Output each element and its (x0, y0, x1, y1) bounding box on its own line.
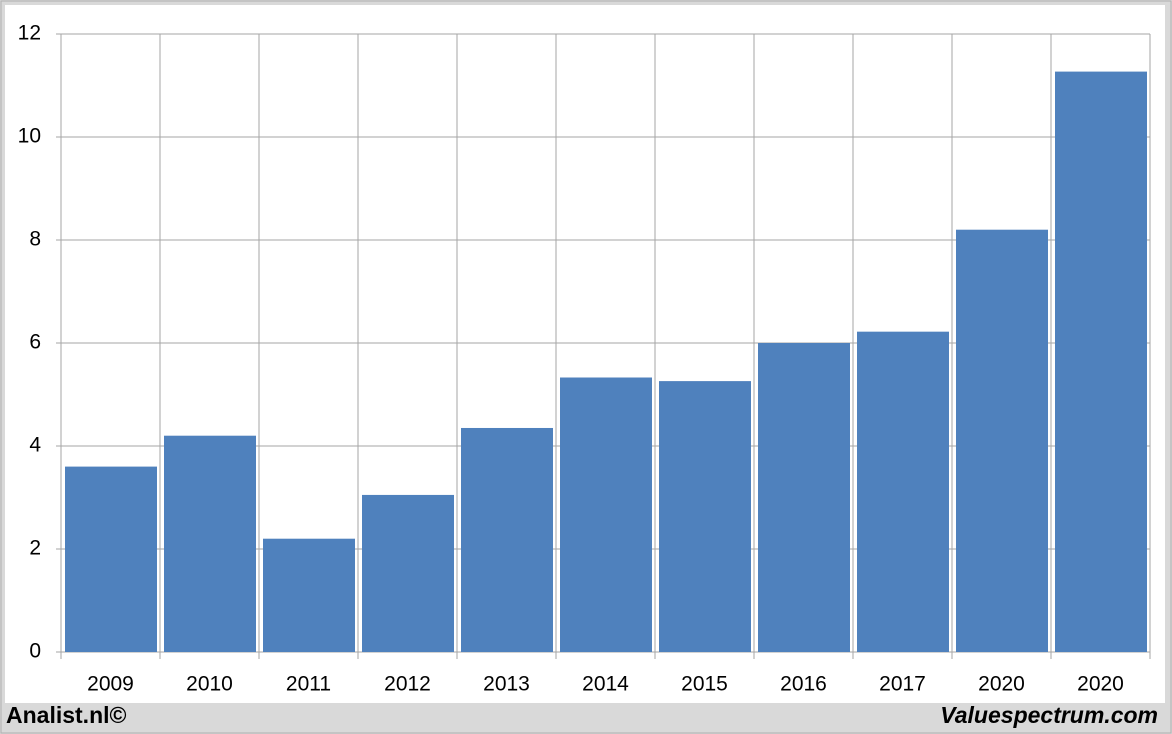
x-tick-label: 2016 (780, 673, 827, 696)
x-tick-label: 2017 (879, 673, 926, 696)
x-tick-label: 2020 (978, 673, 1025, 696)
bar (362, 494, 454, 652)
x-tick-label: 2012 (384, 673, 431, 696)
x-tick-label: 2014 (582, 673, 629, 696)
x-tick-label: 2011 (286, 673, 331, 696)
y-tick-label: 2 (29, 537, 41, 560)
y-tick-label: 4 (29, 434, 41, 457)
bar (164, 435, 256, 652)
bar (857, 331, 949, 652)
x-tick-label: 2010 (186, 673, 233, 696)
source-right: Valuespectrum.com (940, 702, 1158, 728)
y-tick-label: 8 (29, 228, 41, 251)
bar (659, 381, 751, 652)
bar (1055, 71, 1147, 653)
y-tick-label: 0 (29, 640, 41, 663)
bar (956, 229, 1048, 652)
x-tick-label: 2013 (483, 673, 530, 696)
x-tick-label: 2009 (87, 673, 134, 696)
x-tick-label: 2020 (1077, 673, 1124, 696)
y-tick-label: 12 (18, 22, 41, 45)
x-tick-label: 2015 (681, 673, 728, 696)
bar (263, 538, 355, 652)
y-tick-label: 10 (18, 125, 41, 148)
bar (758, 343, 850, 652)
bar (65, 466, 157, 652)
bar (560, 377, 652, 652)
y-tick-label: 6 (29, 331, 41, 354)
bar (461, 427, 553, 652)
source-left: Analist.nl© (6, 702, 127, 728)
